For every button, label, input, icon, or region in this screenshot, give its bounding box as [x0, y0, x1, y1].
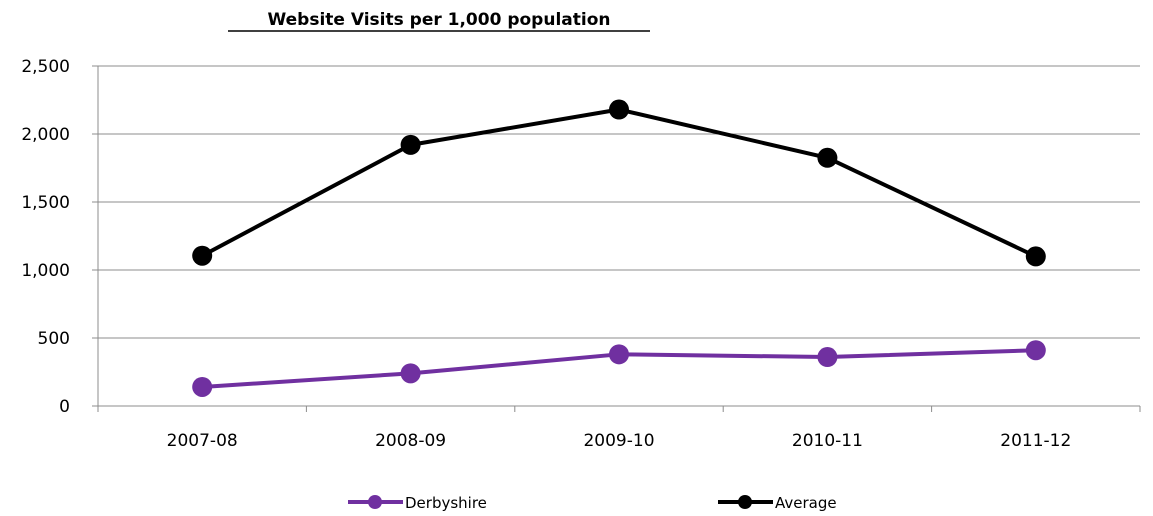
legend-item-average: Average: [718, 494, 837, 512]
data-point: [400, 134, 421, 155]
data-point: [817, 147, 838, 168]
x-tick-label: 2009-10: [583, 431, 654, 451]
y-tick-label: 1,500: [21, 193, 70, 213]
data-point: [1025, 246, 1046, 267]
y-tick-label: 2,500: [21, 57, 70, 77]
y-tick-label: 0: [59, 397, 70, 417]
data-point: [192, 376, 213, 397]
series-derbyshire: [192, 340, 1046, 397]
y-tick-label: 500: [38, 329, 70, 349]
x-axis-ticks: 2007-08 2008-09 2009-10 2010-11 2011-12: [167, 431, 1072, 451]
data-point: [1025, 340, 1046, 361]
y-tick-label: 1,000: [21, 261, 70, 281]
gridlines: [98, 65, 1140, 339]
x-tick-label: 2010-11: [792, 431, 863, 451]
y-axis-ticks: 0 500 1,000 1,500 2,000 2,500: [21, 57, 70, 417]
legend: Derbyshire Average: [348, 494, 837, 512]
legend-swatch-marker: [738, 495, 752, 509]
data-point: [609, 99, 629, 120]
x-tick-label: 2008-09: [375, 431, 446, 451]
data-point: [192, 245, 213, 266]
series-line: [201, 107, 1037, 259]
legend-swatch-marker: [368, 495, 382, 509]
y-tick-label: 2,000: [21, 125, 70, 145]
data-point: [609, 344, 629, 365]
legend-label: Derbyshire: [405, 494, 487, 512]
data-point: [400, 363, 421, 384]
x-tick-label: 2007-08: [167, 431, 238, 451]
axes: [92, 65, 1141, 412]
legend-label: Average: [775, 494, 837, 512]
x-tick-label: 2011-12: [1000, 431, 1071, 451]
series-average: [192, 99, 1046, 267]
series: [192, 99, 1046, 397]
chart-title: Website Visits per 1,000 population: [267, 10, 610, 30]
data-point: [817, 347, 838, 368]
legend-item-derbyshire: Derbyshire: [348, 494, 487, 512]
